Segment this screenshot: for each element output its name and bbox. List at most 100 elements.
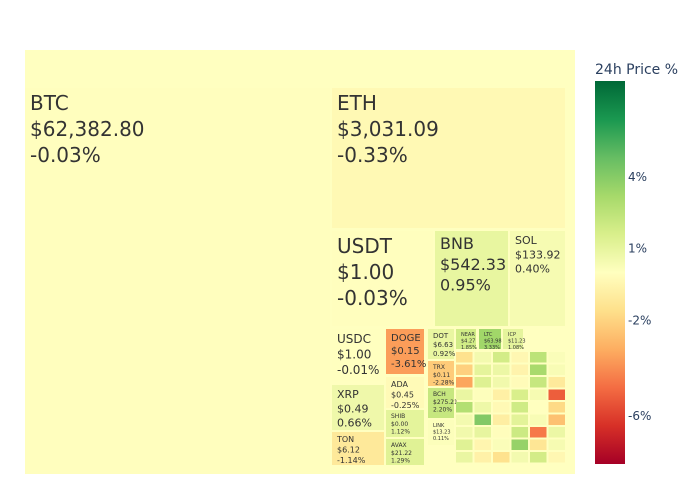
tile-rect (386, 439, 424, 465)
small-tile[interactable] (474, 427, 492, 438)
small-tile[interactable] (530, 364, 547, 376)
tile-symbol: NEAR (461, 332, 475, 338)
tile-price: $0.49 (337, 402, 369, 415)
small-tile[interactable] (474, 439, 492, 451)
tile-link[interactable]: LINK$13.230.11% (428, 420, 454, 445)
small-tile[interactable] (548, 377, 566, 388)
small-tile[interactable] (456, 414, 473, 426)
small-tile[interactable] (548, 452, 566, 463)
small-tile[interactable] (474, 389, 492, 401)
tile-bch[interactable]: BCH$275.212.20% (428, 388, 458, 418)
small-tile[interactable] (456, 364, 473, 376)
small-tile[interactable] (474, 377, 492, 388)
small-tile[interactable] (530, 414, 547, 426)
small-tile[interactable] (511, 352, 529, 363)
colorbar-tick-label: -6% (628, 409, 651, 423)
small-tile[interactable] (530, 439, 547, 451)
small-tile[interactable] (474, 414, 492, 426)
tile-eth[interactable]: ETH$3,031.09-0.33% (332, 88, 565, 228)
tile-symbol: BCH (433, 391, 446, 398)
small-tile[interactable] (511, 377, 529, 388)
small-tile[interactable] (548, 414, 566, 426)
small-tile[interactable] (511, 402, 529, 413)
tile-shib[interactable]: SHIB$0.001.12% (386, 410, 424, 437)
tile-symbol: BTC (30, 91, 69, 115)
small-tile[interactable] (530, 427, 547, 438)
small-tile[interactable] (456, 389, 473, 401)
tile-ada[interactable]: ADA$0.45 -0.25% (386, 377, 424, 410)
small-tile[interactable] (530, 402, 547, 413)
tile-symbol: SHIB (391, 413, 405, 420)
small-tile[interactable] (511, 364, 529, 376)
tile-change: 2.20% (433, 407, 452, 414)
small-tile[interactable] (511, 427, 529, 438)
small-tile[interactable] (548, 439, 566, 451)
small-tile[interactable] (530, 389, 547, 401)
small-tile[interactable] (456, 402, 473, 413)
small-tile[interactable] (530, 352, 547, 363)
tile-ltc[interactable]: LTC$63.983.33% (479, 329, 502, 351)
tile-avax[interactable]: AVAX$21.221.29% (386, 439, 424, 465)
tile-price: $1.00 (337, 348, 371, 362)
treemap-small-tiles (456, 352, 565, 463)
small-tile[interactable] (548, 389, 566, 401)
tile-symbol: TON (336, 435, 354, 444)
tile-symbol: ADA (391, 380, 408, 389)
tile-symbol: DOGE (391, 333, 421, 344)
tile-ton[interactable]: TON$6.12 -1.14% (332, 432, 384, 465)
tile-price: $542.33 (440, 255, 506, 274)
small-tile[interactable] (548, 364, 566, 376)
small-tile[interactable] (456, 439, 473, 451)
tile-rect (428, 420, 454, 445)
tile-price: $11.23 (508, 339, 526, 345)
tile-doge[interactable]: DOGE $0.15 -3.61% (386, 329, 426, 374)
tile-price: $275.21 (433, 399, 458, 406)
tile-symbol: USDT (337, 234, 393, 258)
tile-symbol: BNB (440, 234, 474, 253)
small-tile[interactable] (530, 452, 547, 463)
tile-change: -2.28% (433, 380, 455, 387)
tile-dot[interactable]: DOT$6.630.92% (428, 329, 456, 359)
small-tile[interactable] (548, 352, 566, 363)
tile-sol[interactable]: SOL$133.92 0.40% (510, 231, 565, 326)
tile-change: 1.85% (461, 345, 477, 351)
small-tile[interactable] (493, 364, 510, 376)
small-tile[interactable] (456, 352, 473, 363)
small-tile[interactable] (493, 389, 510, 401)
tile-icp[interactable]: ICP$11.231.08% (503, 329, 526, 351)
small-tile[interactable] (511, 414, 529, 426)
colorbar: 24h Price % 4% 1% -2% -6% (595, 62, 678, 464)
small-tile[interactable] (493, 402, 510, 413)
small-tile[interactable] (511, 452, 529, 463)
small-tile[interactable] (474, 352, 492, 363)
small-tile[interactable] (493, 439, 510, 451)
tile-btc[interactable]: BTC$62,382.80-0.03% (25, 88, 330, 474)
small-tile[interactable] (474, 402, 492, 413)
tile-usdc[interactable]: USDC $1.00-0.01% (332, 329, 384, 381)
small-tile[interactable] (548, 427, 566, 438)
small-tile[interactable] (511, 439, 529, 451)
small-tile[interactable] (530, 377, 547, 388)
colorbar-gradient (595, 81, 625, 464)
small-tile[interactable] (493, 352, 510, 363)
tile-bnb[interactable]: BNB $542.33 0.95% (435, 231, 508, 326)
tile-rect (332, 231, 433, 326)
small-tile[interactable] (474, 452, 492, 463)
small-tile[interactable] (548, 402, 566, 413)
small-tile[interactable] (474, 364, 492, 376)
tile-rect (435, 231, 508, 326)
tile-symbol: XRP (337, 388, 359, 401)
small-tile[interactable] (456, 452, 473, 463)
small-tile[interactable] (456, 377, 473, 388)
small-tile[interactable] (493, 414, 510, 426)
small-tile[interactable] (511, 389, 529, 401)
small-tile[interactable] (456, 427, 473, 438)
small-tile[interactable] (493, 452, 510, 463)
tile-xrp[interactable]: XRP$0.49 0.66% (332, 385, 384, 430)
tile-trx[interactable]: TRX$0.11-2.28% (428, 361, 455, 387)
small-tile[interactable] (493, 377, 510, 388)
tile-usdt[interactable]: USDT$1.00-0.03% (332, 231, 433, 326)
small-tile[interactable] (493, 427, 510, 438)
tile-price: $21.22 (391, 450, 412, 457)
tile-near[interactable]: NEAR$4.271.85% (456, 329, 477, 351)
